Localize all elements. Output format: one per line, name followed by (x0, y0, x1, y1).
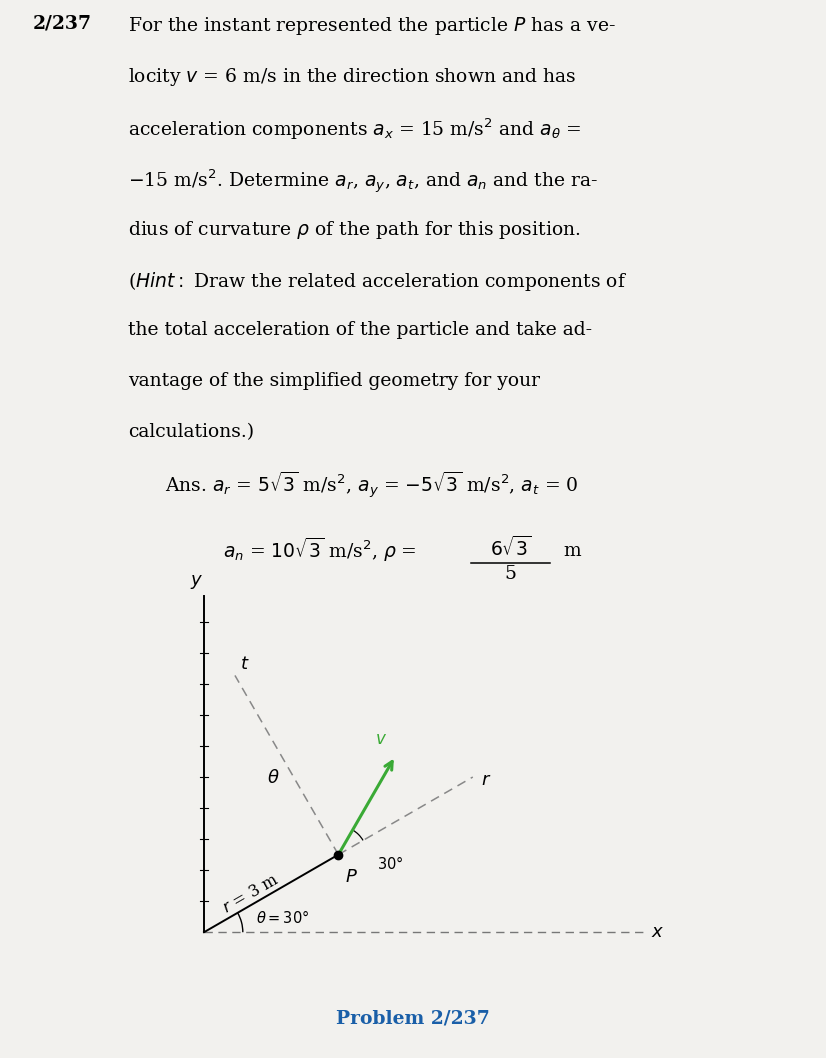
Text: $-$15 m/s$^2$. Determine $a_r$, $a_y$, $a_t$, and $a_n$ and the ra-: $-$15 m/s$^2$. Determine $a_r$, $a_y$, $… (128, 168, 598, 196)
Text: vantage of the simplified geometry for your: vantage of the simplified geometry for y… (128, 372, 540, 390)
Text: m: m (558, 543, 582, 561)
Text: calculations.): calculations.) (128, 423, 254, 441)
Text: locity $v$ = 6 m/s in the direction shown and has: locity $v$ = 6 m/s in the direction show… (128, 66, 577, 88)
Text: the total acceleration of the particle and take ad-: the total acceleration of the particle a… (128, 322, 592, 340)
Text: 5: 5 (505, 565, 516, 583)
Text: acceleration components $a_x$ = 15 m/s$^2$ and $a_\theta$ =: acceleration components $a_x$ = 15 m/s$^… (128, 116, 582, 143)
Text: $6\sqrt{3}$: $6\sqrt{3}$ (490, 536, 531, 561)
Text: $t$: $t$ (240, 655, 249, 673)
Text: $r$: $r$ (481, 770, 491, 788)
Text: $P$: $P$ (344, 868, 358, 886)
Text: ($\it{Hint:}$ Draw the related acceleration components of: ($\it{Hint:}$ Draw the related accelerat… (128, 270, 627, 293)
Text: For the instant represented the particle $P$ has a ve-: For the instant represented the particle… (128, 15, 616, 37)
Text: $x$: $x$ (652, 924, 665, 942)
Text: $a_n$ = $10\sqrt{3}$ m/s$^2$, $\rho$ =: $a_n$ = $10\sqrt{3}$ m/s$^2$, $\rho$ = (223, 536, 419, 564)
Text: Problem 2/237: Problem 2/237 (336, 1009, 490, 1027)
Text: $\theta = 30°$: $\theta = 30°$ (256, 909, 309, 926)
Text: $\theta$: $\theta$ (268, 769, 280, 787)
Text: $y$: $y$ (190, 572, 203, 590)
Text: $v$: $v$ (376, 731, 387, 748)
Text: $r$ = 3 m: $r$ = 3 m (220, 871, 282, 916)
Text: $30°$: $30°$ (377, 855, 404, 872)
Text: Ans. $a_r$ = $5\sqrt{3}$ m/s$^2$, $a_y$ = $-5\sqrt{3}$ m/s$^2$, $a_t$ = 0: Ans. $a_r$ = $5\sqrt{3}$ m/s$^2$, $a_y$ … (165, 470, 579, 500)
Text: 2/237: 2/237 (33, 15, 92, 33)
Text: dius of curvature $\rho$ of the path for this position.: dius of curvature $\rho$ of the path for… (128, 219, 581, 241)
